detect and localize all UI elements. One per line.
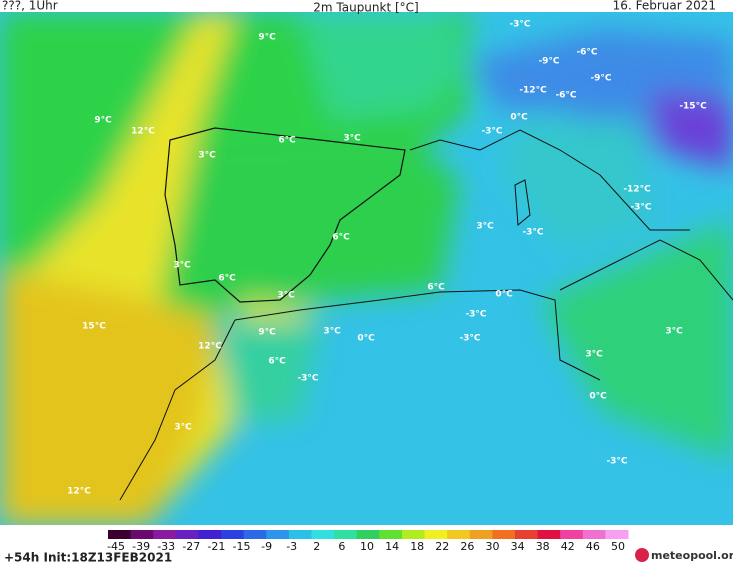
colorbar-segment — [605, 530, 629, 539]
contour-label: -3°C — [606, 457, 627, 467]
colorbar: -45 -39 -33 -27 -21 -15 -9 -3 2 6 10 14 18 22 26 30 34 38… — [107, 530, 629, 553]
colorbar-segment — [198, 530, 222, 539]
contour-label: 3°C — [198, 151, 216, 161]
colorbar-segment — [492, 530, 516, 539]
colorbar-segment — [288, 530, 312, 539]
colorbar-segment — [356, 530, 380, 539]
colorbar-segment — [108, 530, 132, 539]
colorbar-segment — [560, 530, 584, 539]
colorbar-tick-label: 46 — [586, 540, 600, 553]
contour-label: 6°C — [427, 283, 445, 293]
contour-label: 3°C — [323, 327, 341, 337]
colorbar-tick-label: 14 — [385, 540, 399, 553]
contour-label: -3°C — [481, 127, 502, 137]
colorbar-tick-label: 50 — [611, 540, 625, 553]
contour-label: 0°C — [357, 334, 375, 344]
colorbar-tick-label: 10 — [360, 540, 374, 553]
run-info: +54h Init:18Z13FEB2021 — [4, 551, 172, 565]
contour-label: 3°C — [585, 350, 603, 360]
contour-label: 15°C — [82, 322, 106, 332]
contour-label: -3°C — [630, 203, 651, 213]
contour-label: 3°C — [277, 291, 295, 301]
contour-label: -3°C — [509, 20, 530, 30]
logo: meteopool.org — [651, 549, 733, 562]
contour-label: -6°C — [555, 91, 576, 101]
contour-label: 3°C — [173, 261, 191, 271]
map — [0, 12, 733, 525]
contour-label: 3°C — [343, 134, 361, 144]
colorbar-segment — [175, 530, 199, 539]
colorbar-segment — [401, 530, 426, 539]
colorbar-tick-label: -45 — [107, 540, 125, 553]
contour-label: 9°C — [94, 116, 112, 126]
contour-label: 6°C — [268, 357, 286, 367]
contour-label: 9°C — [258, 33, 276, 43]
colorbar-segment — [243, 530, 267, 539]
contour-label: 12°C — [131, 127, 155, 137]
colorbar-tick-label: -33 — [157, 540, 175, 553]
contour-label: -3°C — [465, 310, 486, 320]
colorbar-segment — [221, 530, 245, 539]
colorbar-tick-label: 18 — [410, 540, 424, 553]
colorbar-tick-label: -9 — [261, 540, 272, 553]
date: 16. Februar 2021 — [613, 0, 716, 13]
contour-label: 0°C — [510, 113, 528, 123]
colorbar-tick-label: -39 — [132, 540, 150, 553]
title: 2m Taupunkt [°C] — [313, 1, 418, 15]
colorbar-segment — [379, 530, 403, 539]
colorbar-tick-label: 38 — [536, 540, 550, 553]
colorbar-segment — [447, 530, 471, 539]
contour-label: 0°C — [495, 290, 513, 300]
contour-label: 6°C — [332, 233, 350, 243]
contour-label: -3°C — [459, 334, 480, 344]
contour-label: -15°C — [679, 102, 707, 112]
logo-icon — [635, 548, 649, 562]
contour-label: 0°C — [589, 392, 607, 402]
contour-label: 6°C — [218, 274, 236, 284]
contour-label: 3°C — [174, 423, 192, 433]
colorbar-segment — [582, 530, 606, 539]
contour-label: -6°C — [576, 48, 597, 58]
colorbar-segment — [130, 530, 154, 539]
contour-label: 12°C — [67, 487, 91, 497]
colorbar-segment — [266, 530, 290, 539]
contour-label: -3°C — [297, 374, 318, 384]
colorbar-tick-label: 30 — [486, 540, 500, 553]
contour-label: 12°C — [198, 342, 222, 352]
colorbar-segment — [537, 530, 561, 539]
contour-label: 6°C — [278, 136, 296, 146]
colorbar-segment — [514, 530, 539, 539]
contour-label: -9°C — [590, 74, 611, 84]
colorbar-segment — [424, 530, 448, 539]
contour-label: -3°C — [522, 228, 543, 238]
contour-label: -12°C — [519, 86, 547, 96]
colorbar-tick-label: 26 — [460, 540, 474, 553]
colorbar-tick-label: 2 — [313, 540, 320, 553]
colorbar-tick-label: -15 — [233, 540, 251, 553]
colorbar-tick-label: 6 — [338, 540, 345, 553]
header-left: ???, 1Uhr — [2, 0, 58, 13]
contour-label: -9°C — [538, 57, 559, 67]
contour-label: 3°C — [476, 222, 494, 232]
contour-label: 3°C — [665, 327, 683, 337]
colorbar-tick-label: 42 — [561, 540, 575, 553]
colorbar-segment — [469, 530, 493, 539]
colorbar-tick-label: 22 — [435, 540, 449, 553]
colorbar-tick-label: -3 — [286, 540, 297, 553]
colorbar-segment — [334, 530, 358, 539]
contour-label: -12°C — [623, 185, 651, 195]
colorbar-segment — [153, 530, 177, 539]
colorbar-tick-label: -27 — [182, 540, 200, 553]
colorbar-segment — [311, 530, 335, 539]
contour-label: 9°C — [258, 328, 276, 338]
colorbar-tick-label: -21 — [207, 540, 225, 553]
colorbar-tick-label: 34 — [511, 540, 525, 553]
